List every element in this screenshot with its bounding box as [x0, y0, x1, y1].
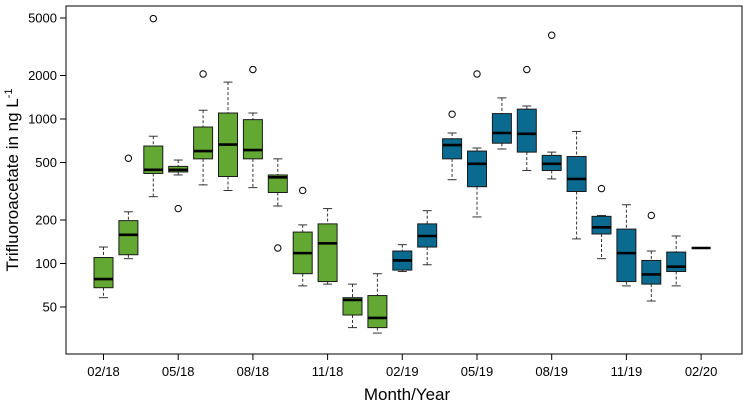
box-21 [591, 184, 612, 260]
box-body [118, 220, 139, 256]
outlier-point [647, 211, 655, 220]
y-axis: 50 100 200 500 1000 2000 5000 [28, 11, 66, 315]
x-axis-title: Month/Year [364, 385, 451, 404]
box-12 [367, 273, 388, 334]
box-body [666, 251, 687, 273]
box-2 [118, 154, 139, 260]
box-body [442, 138, 463, 160]
box-6 [218, 81, 238, 192]
box-body [342, 297, 363, 316]
box-body [143, 145, 164, 174]
box-body [516, 108, 537, 153]
box-1 [93, 246, 114, 299]
box-9 [292, 186, 313, 287]
box-17 [491, 97, 512, 150]
box-18 [516, 65, 537, 172]
box-3 [143, 14, 164, 198]
outlier-point [473, 70, 481, 78]
outlier-point [548, 31, 556, 39]
boxes-layer [93, 14, 711, 334]
box-body [193, 126, 214, 160]
y-axis-title-main: Trifluoroacetate in ng L [3, 98, 22, 271]
box-13 [392, 244, 413, 273]
outlier-point [523, 65, 531, 74]
plot-frame [65, 5, 743, 355]
y-tick-label: 200 [35, 213, 57, 228]
y-tick-label: 100 [35, 256, 57, 271]
outlier-point [124, 154, 133, 162]
box-body [267, 174, 288, 193]
y-tick-label: 500 [35, 155, 57, 170]
box-15 [442, 110, 463, 181]
x-tick-label: 11/19 [611, 364, 643, 379]
y-tick-label: 50 [43, 300, 57, 315]
box-8 [267, 158, 288, 252]
box-body [317, 223, 338, 283]
outlier-point [149, 14, 158, 23]
y-axis-title: Trifluoroacetate in ng L-1 [3, 88, 22, 271]
box-body [367, 295, 388, 329]
box-body [641, 259, 662, 285]
y-tick-label: 5000 [28, 11, 57, 26]
box-body [467, 150, 487, 188]
box-16 [467, 70, 487, 218]
y-tick-label: 2000 [28, 68, 57, 83]
x-tick-label: 08/19 [535, 364, 568, 379]
box-body [242, 119, 263, 160]
outlier-point [174, 204, 182, 213]
outlier-point [249, 65, 257, 74]
outlier-point [597, 184, 606, 193]
outlier-point [299, 186, 307, 195]
box-5 [193, 70, 214, 186]
x-tick-label: 02/20 [685, 364, 718, 379]
x-tick-label: 11/18 [312, 364, 344, 379]
box-body [491, 113, 512, 144]
box-20 [566, 130, 587, 240]
box-body [591, 215, 612, 235]
x-axis: 02/18 05/18 08/18 11/18 02/19 05/19 08/19 11/19… [87, 354, 717, 379]
box-11 [342, 283, 363, 329]
outlier-point [448, 110, 456, 118]
box-body [616, 228, 637, 283]
box-22 [616, 204, 637, 287]
box-23 [641, 211, 662, 302]
x-tick-label: 05/18 [162, 364, 195, 379]
y-axis-title-superscript: -1 [3, 88, 15, 98]
x-tick-label: 05/19 [461, 364, 494, 379]
box-body [566, 156, 587, 192]
outlier-point [274, 244, 282, 252]
box-body [93, 257, 114, 289]
box-14 [417, 210, 438, 266]
box-24 [666, 235, 687, 287]
box-4 [168, 159, 189, 213]
x-tick-label: 02/18 [87, 364, 120, 379]
x-tick-label: 02/19 [386, 364, 419, 379]
outlier-point [199, 70, 207, 78]
y-tick-label: 1000 [28, 112, 57, 127]
x-tick-label: 08/18 [237, 364, 270, 379]
box-7 [242, 65, 263, 189]
box-19 [541, 31, 562, 180]
box-10 [317, 208, 338, 285]
